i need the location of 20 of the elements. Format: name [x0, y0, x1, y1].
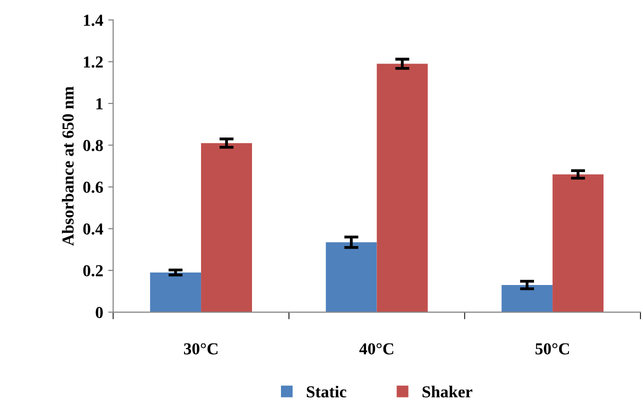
y-tick-label: 1	[96, 98, 103, 110]
x-tick-label: 30°C	[184, 343, 218, 354]
x-tick-label: 40°C	[359, 343, 394, 354]
legend-label: Static	[306, 386, 346, 398]
x-tick-label: 50°C	[536, 343, 569, 354]
y-tick-label: 0.8	[83, 140, 103, 152]
bar	[502, 285, 553, 312]
y-tick-label: 1.2	[84, 56, 103, 68]
y-tick-label: 1.4	[84, 14, 104, 26]
bar	[326, 242, 377, 312]
bar	[201, 143, 252, 312]
y-tick-label: 0	[96, 306, 103, 318]
y-tick-label: 0.6	[83, 182, 103, 193]
y-tick-label: 0.2	[83, 265, 103, 276]
bar	[552, 174, 604, 312]
bar	[376, 64, 428, 312]
y-axis-title: Absorbance at 650 nm	[62, 86, 74, 246]
y-tick-label: 0.4	[83, 223, 104, 235]
bar	[150, 272, 202, 312]
legend-label: Shaker	[422, 386, 472, 398]
